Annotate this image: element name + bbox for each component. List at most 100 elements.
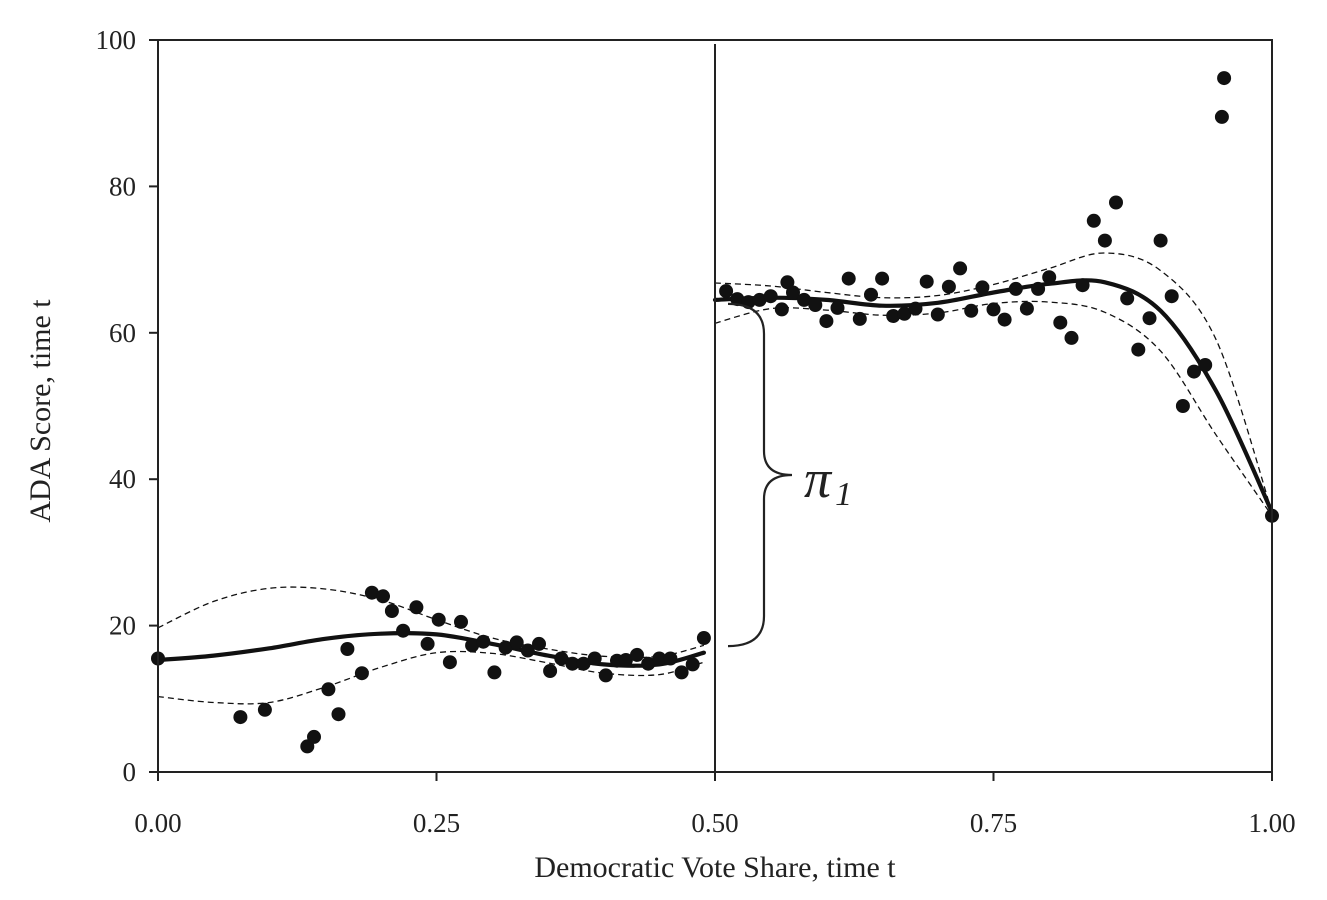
data-point <box>307 729 321 744</box>
data-point <box>233 710 248 725</box>
x-tick-label: 0.50 <box>691 808 738 838</box>
data-point <box>1019 301 1034 316</box>
data-point <box>1164 289 1179 304</box>
data-point <box>1086 213 1101 228</box>
data-point <box>641 656 656 671</box>
data-point <box>1142 311 1157 326</box>
data-point <box>780 275 795 290</box>
data-point <box>953 261 968 276</box>
data-point <box>841 271 856 286</box>
data-point <box>674 665 689 680</box>
data-point <box>786 285 800 300</box>
data-point <box>396 623 411 638</box>
data-point <box>1053 315 1068 330</box>
data-point <box>875 271 890 286</box>
data-point <box>730 292 745 307</box>
data-point <box>1187 364 1201 379</box>
series-ci-upper-right <box>714 252 1273 513</box>
data-point <box>774 302 789 317</box>
data-point <box>752 292 767 307</box>
data-point <box>618 653 633 667</box>
data-point <box>354 666 369 681</box>
data-point <box>1097 233 1112 248</box>
data-point <box>1153 233 1168 248</box>
data-point <box>487 665 502 680</box>
data-point <box>1217 71 1232 86</box>
y-tick-label: 100 <box>96 25 137 55</box>
data-point <box>830 300 845 315</box>
data-point <box>1131 342 1146 357</box>
data-point <box>340 642 355 656</box>
data-point <box>409 600 424 615</box>
data-point <box>1109 195 1123 210</box>
data-point <box>509 635 524 650</box>
data-point <box>364 585 379 600</box>
data-point <box>1214 109 1229 124</box>
data-point <box>331 707 346 722</box>
data-point <box>465 638 480 653</box>
data-point <box>1042 270 1057 285</box>
x-tick-label: 0.75 <box>970 808 1017 838</box>
data-point <box>321 682 336 697</box>
data-point <box>376 589 390 604</box>
data-point <box>852 311 867 326</box>
data-point <box>431 612 446 627</box>
data-point <box>520 643 535 658</box>
data-point <box>986 302 1001 317</box>
data-point <box>257 702 272 717</box>
data-point <box>997 312 1012 327</box>
data-point <box>919 274 934 289</box>
data-point <box>797 292 812 307</box>
data-point <box>808 298 823 312</box>
data-point <box>454 614 468 629</box>
data-point <box>886 309 901 323</box>
axes-layer: 0.00 0.25 0.50 0.75 1.00 0 20 40 60 80 100 <box>96 25 1296 838</box>
data-point <box>941 279 956 294</box>
pi1-brace <box>727 302 793 648</box>
data-point <box>864 287 878 302</box>
y-tick-label: 20 <box>109 611 136 641</box>
data-point <box>476 634 491 649</box>
x-tick-label: 0.00 <box>134 808 181 838</box>
data-point <box>719 284 734 299</box>
y-tick-label: 40 <box>109 464 136 494</box>
data-point <box>819 314 834 329</box>
data-point <box>1198 358 1213 372</box>
data-point <box>1075 278 1090 293</box>
data-point <box>930 307 945 322</box>
data-point <box>384 604 399 618</box>
points-layer <box>151 71 1279 754</box>
data-point <box>685 657 700 672</box>
data-point <box>975 280 990 295</box>
x-tick-label: 0.25 <box>413 808 460 838</box>
data-point <box>1008 281 1023 296</box>
data-point <box>696 631 711 645</box>
data-point <box>532 636 546 651</box>
data-point <box>1064 330 1079 345</box>
y-tick-label: 80 <box>109 171 136 201</box>
y-axis-label: ADA Score, time t <box>24 299 57 523</box>
data-point <box>1031 281 1046 296</box>
y-tick-label: 60 <box>109 318 136 348</box>
data-point <box>554 651 569 666</box>
data-point <box>652 651 667 666</box>
data-point <box>908 301 923 316</box>
data-point <box>897 306 912 321</box>
x-tick-label: 1.00 <box>1248 808 1295 838</box>
data-point <box>663 651 678 666</box>
data-point <box>576 656 591 671</box>
x-axis-label: Democratic Vote Share, time t <box>534 851 896 884</box>
data-point <box>1175 399 1190 413</box>
data-point <box>442 655 457 670</box>
data-point <box>1120 291 1135 306</box>
series-ci-lower-left <box>157 650 705 705</box>
data-point <box>587 651 602 666</box>
pi-subscript: 1 <box>835 476 852 513</box>
data-point <box>498 640 513 655</box>
data-point <box>598 668 613 683</box>
pi-symbol: π <box>804 449 833 509</box>
data-point <box>420 636 435 651</box>
